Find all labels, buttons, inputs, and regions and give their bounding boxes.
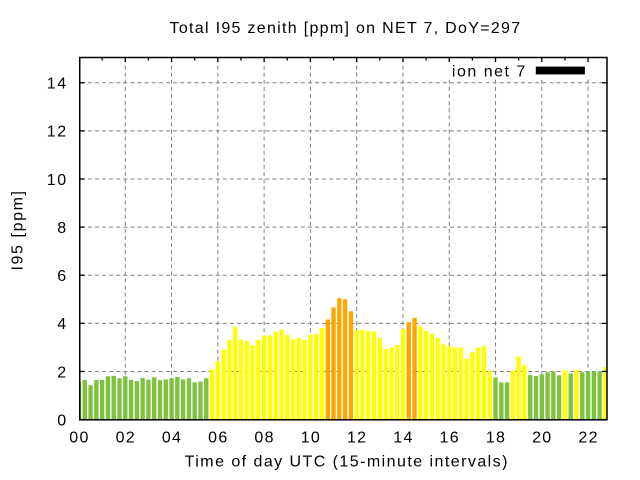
svg-text:02: 02 [116, 430, 136, 447]
svg-text:8: 8 [57, 220, 67, 237]
svg-text:6: 6 [57, 268, 67, 285]
svg-text:12: 12 [47, 124, 68, 141]
svg-text:Time of day UTC (15-minute int: Time of day UTC (15-minute intervals) [185, 454, 509, 471]
svg-text:14: 14 [393, 430, 413, 447]
svg-text:16: 16 [440, 430, 460, 447]
svg-text:18: 18 [486, 430, 506, 447]
svg-text:04: 04 [162, 430, 182, 447]
svg-text:ion net 7: ion net 7 [452, 63, 527, 80]
svg-text:10: 10 [47, 172, 68, 189]
svg-text:06: 06 [208, 430, 228, 447]
svg-text:I95 [ppm]: I95 [ppm] [10, 189, 27, 270]
svg-text:14: 14 [47, 76, 68, 93]
svg-text:08: 08 [254, 430, 274, 447]
svg-text:2: 2 [57, 364, 67, 381]
svg-text:22: 22 [578, 430, 598, 447]
svg-text:12: 12 [347, 430, 367, 447]
svg-text:20: 20 [532, 430, 552, 447]
svg-text:0: 0 [57, 412, 67, 429]
svg-text:00: 00 [69, 430, 89, 447]
svg-text:4: 4 [57, 316, 67, 333]
svg-text:Total I95 zenith [ppm] on NET: Total I95 zenith [ppm] on NET 7, DoY=297 [170, 20, 522, 37]
svg-text:10: 10 [301, 430, 321, 447]
